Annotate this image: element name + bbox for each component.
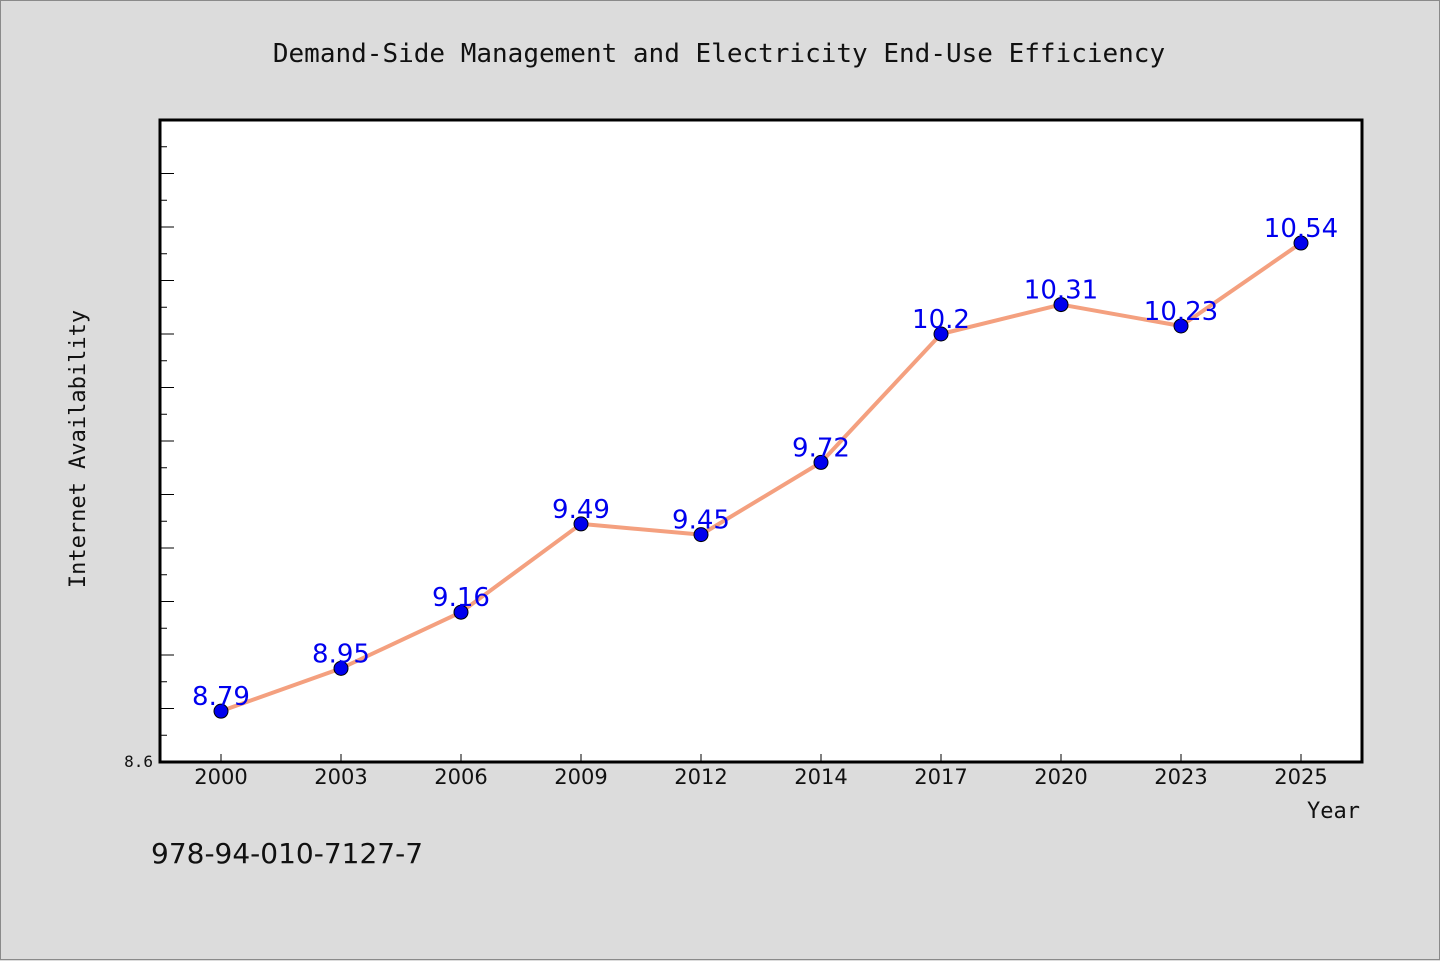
x-tick-label: 2003 xyxy=(314,765,367,789)
data-point xyxy=(1173,318,1189,334)
data-point xyxy=(1053,297,1069,313)
data-label: 10.54 xyxy=(1264,214,1338,244)
data-label: 9.72 xyxy=(792,433,850,463)
x-tick-label: 2012 xyxy=(674,765,727,789)
chart-title: Demand-Side Management and Electricity E… xyxy=(273,39,1165,69)
data-point xyxy=(453,604,469,620)
data-label: 10.23 xyxy=(1144,297,1218,327)
data-label: 9.49 xyxy=(552,495,610,525)
x-tick-labels: 2000 2003 2006 2009 2012 2014 2017 2020 2023 2025 xyxy=(194,765,1327,789)
data-labels-group: 8.79 8.95 9.16 9.49 9.45 9.72 10.2 10.31 10.23 10… xyxy=(192,214,1338,712)
x-axis-label: Year xyxy=(1307,799,1360,824)
x-tick-label: 2014 xyxy=(794,765,847,789)
x-tick-label: 2017 xyxy=(914,765,967,789)
data-label: 10.31 xyxy=(1024,276,1098,306)
y-axis-ticks xyxy=(160,146,174,736)
data-point xyxy=(933,326,949,342)
x-tick-label: 2000 xyxy=(194,765,247,789)
data-label: 9.16 xyxy=(432,583,490,613)
x-tick-label: 2020 xyxy=(1034,765,1087,789)
x-tick-label: 2025 xyxy=(1274,765,1327,789)
x-tick-label: 2006 xyxy=(434,765,487,789)
data-label: 10.2 xyxy=(912,305,970,335)
x-axis-ticks xyxy=(220,754,1302,762)
series-points-group xyxy=(213,235,1309,719)
data-point xyxy=(213,703,229,719)
x-tick-label: 2009 xyxy=(554,765,607,789)
data-label: 9.45 xyxy=(672,506,730,536)
footer-code: 978-94-010-7127-7 xyxy=(151,837,423,870)
y-axis-label: Internet Availability xyxy=(66,310,91,588)
data-point xyxy=(693,527,709,543)
data-label: 8.95 xyxy=(312,639,370,669)
data-point xyxy=(333,660,349,676)
data-point xyxy=(1293,235,1309,251)
data-point xyxy=(813,454,829,470)
data-point xyxy=(573,516,589,532)
data-label: 8.79 xyxy=(192,682,250,712)
series-line-group xyxy=(219,241,1303,714)
plot-area xyxy=(158,118,1364,764)
x-tick-label: 2023 xyxy=(1154,765,1207,789)
y-tick-label-min: 8.6 xyxy=(124,752,153,771)
series-line xyxy=(219,241,1303,714)
